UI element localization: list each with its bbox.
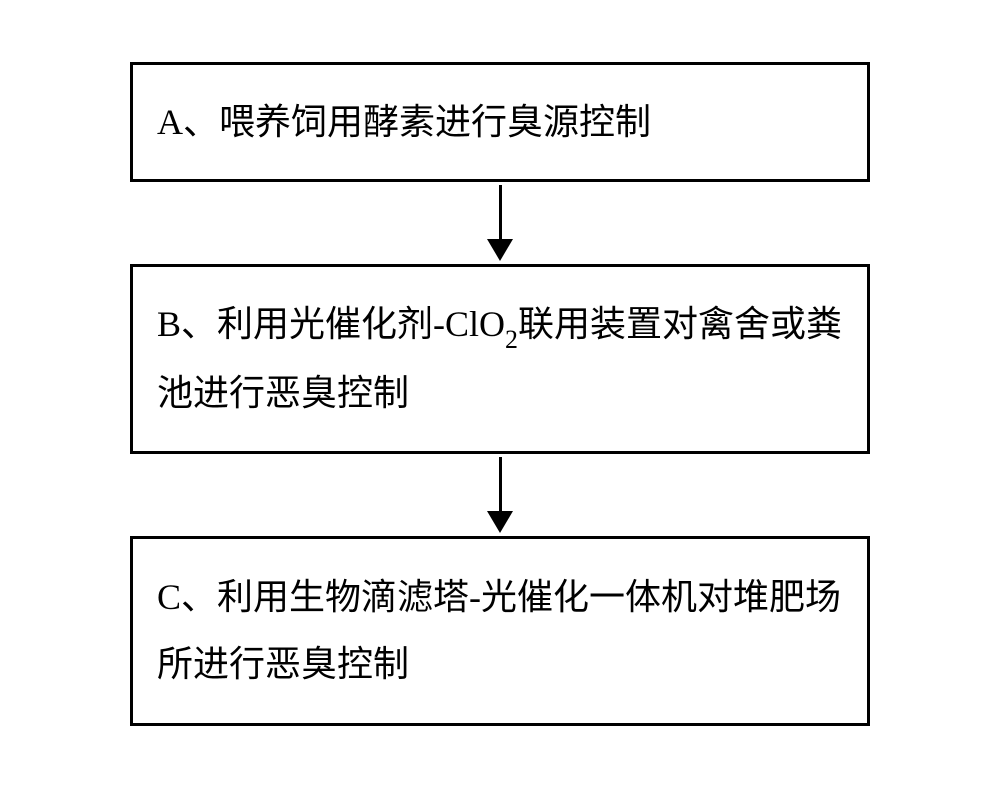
step-b-text-part1: 利用光催化剂-ClO <box>217 304 505 344</box>
arrow-b-to-c <box>487 454 513 536</box>
arrow-a-to-b <box>487 182 513 264</box>
flow-step-c: C、利用生物滴滤塔-光催化一体机对堆肥场所进行恶臭控制 <box>130 536 870 726</box>
step-c-prefix: C、 <box>157 577 217 617</box>
step-b-content: B、利用光催化剂-ClO2联用装置对禽舍或粪池进行恶臭控制 <box>157 291 843 427</box>
step-c-content: C、利用生物滴滤塔-光催化一体机对堆肥场所进行恶臭控制 <box>157 564 843 697</box>
flow-step-a: A、喂养饲用酵素进行臭源控制 <box>130 62 870 182</box>
arrow-head-icon <box>487 511 513 533</box>
flow-step-b: B、利用光催化剂-ClO2联用装置对禽舍或粪池进行恶臭控制 <box>130 264 870 454</box>
arrow-head-icon <box>487 239 513 261</box>
step-a-prefix: A、 <box>157 102 219 142</box>
arrow-line <box>499 457 502 511</box>
arrow-line <box>499 185 502 239</box>
flowchart-container: A、喂养饲用酵素进行臭源控制 B、利用光催化剂-ClO2联用装置对禽舍或粪池进行… <box>110 42 890 746</box>
step-a-text: 喂养饲用酵素进行臭源控制 <box>219 102 651 142</box>
step-b-subscript: 2 <box>505 325 518 354</box>
step-a-content: A、喂养饲用酵素进行臭源控制 <box>157 89 651 156</box>
step-b-prefix: B、 <box>157 304 217 344</box>
step-c-text: 利用生物滴滤塔-光催化一体机对堆肥场所进行恶臭控制 <box>157 577 841 684</box>
